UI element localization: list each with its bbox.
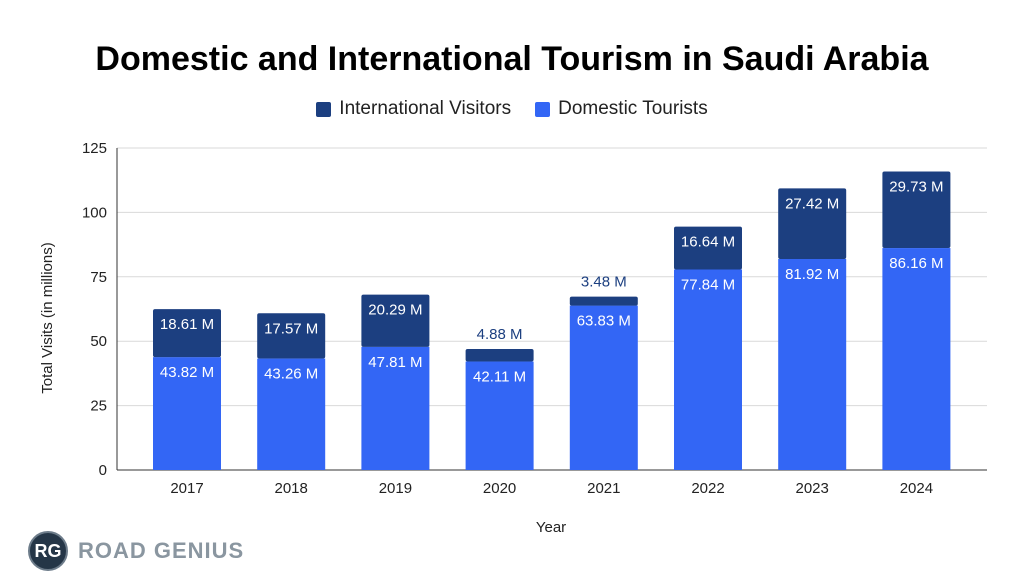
data-label: 4.88 M bbox=[477, 326, 523, 343]
data-label: 63.83 M bbox=[577, 313, 631, 330]
data-label: 81.92 M bbox=[785, 266, 839, 283]
bar-domestic-2022 bbox=[674, 269, 742, 470]
bar-international-2017 bbox=[153, 309, 221, 358]
logo: RG ROAD GENIUS bbox=[28, 531, 244, 571]
bar-international-2018 bbox=[257, 313, 326, 359]
data-label: 27.42 M bbox=[785, 195, 839, 212]
legend-label: International Visitors bbox=[339, 98, 512, 119]
legend: International Visitors Domestic Tourists bbox=[0, 98, 1024, 120]
data-label: 47.81 M bbox=[368, 354, 422, 371]
chart-title: Domestic and International Tourism in Sa… bbox=[95, 40, 929, 78]
x-tick-label: 2024 bbox=[900, 480, 933, 497]
bar-domestic-2018 bbox=[257, 358, 326, 470]
data-label: 43.26 M bbox=[264, 366, 318, 383]
bar-domestic-2021 bbox=[569, 305, 638, 470]
data-label: 20.29 M bbox=[368, 302, 422, 319]
data-label: 17.57 M bbox=[264, 320, 318, 337]
y-tick-label: 100 bbox=[82, 204, 107, 221]
y-tick-label: 25 bbox=[90, 398, 107, 415]
data-label: 3.48 M bbox=[581, 274, 627, 291]
bar-domestic-2019 bbox=[361, 346, 430, 470]
legend-swatch bbox=[535, 101, 551, 117]
bar-domestic-2023 bbox=[778, 258, 847, 470]
bar-international-2022 bbox=[674, 226, 742, 270]
bar-international-2024 bbox=[882, 171, 951, 249]
data-label: 18.61 M bbox=[160, 316, 214, 333]
data-label: 86.16 M bbox=[889, 255, 943, 272]
bar-domestic-2020 bbox=[465, 361, 534, 470]
logo-text: ROAD GENIUS bbox=[78, 538, 245, 563]
x-axis-label: Year bbox=[536, 519, 566, 536]
data-label: 42.11 M bbox=[473, 369, 526, 386]
x-tick-label: 2019 bbox=[379, 480, 412, 497]
data-label: 43.82 M bbox=[160, 364, 214, 381]
bar-international-2023 bbox=[778, 188, 847, 259]
x-tick-label: 2023 bbox=[796, 480, 829, 497]
bar-domestic-2024 bbox=[882, 248, 951, 470]
bar-domestic-2017 bbox=[153, 357, 221, 470]
legend-item-domestic: Domestic Tourists bbox=[535, 98, 708, 120]
x-tick-label: 2017 bbox=[170, 480, 203, 497]
data-label: 29.73 M bbox=[889, 178, 943, 195]
data-label: 16.64 M bbox=[681, 234, 735, 251]
y-tick-label: 0 bbox=[99, 462, 107, 479]
x-tick-label: 2020 bbox=[483, 480, 516, 497]
data-label: 77.84 M bbox=[681, 276, 735, 293]
bar-international-2021 bbox=[569, 296, 638, 306]
bar-international-2019 bbox=[361, 294, 430, 347]
x-tick-label: 2022 bbox=[691, 480, 724, 497]
legend-item-international: International Visitors bbox=[316, 98, 511, 120]
y-tick-label: 125 bbox=[82, 140, 107, 157]
bar-international-2020 bbox=[465, 348, 534, 362]
y-tick-label: 75 bbox=[90, 269, 107, 286]
legend-label: Domestic Tourists bbox=[558, 98, 708, 119]
x-tick-label: 2021 bbox=[587, 480, 620, 497]
x-tick-label: 2018 bbox=[275, 480, 308, 497]
logo-badge: RG bbox=[28, 531, 68, 571]
y-axis-label: Total Visits (in millions) bbox=[39, 242, 56, 393]
y-tick-label: 50 bbox=[90, 333, 107, 350]
legend-swatch bbox=[316, 101, 332, 117]
